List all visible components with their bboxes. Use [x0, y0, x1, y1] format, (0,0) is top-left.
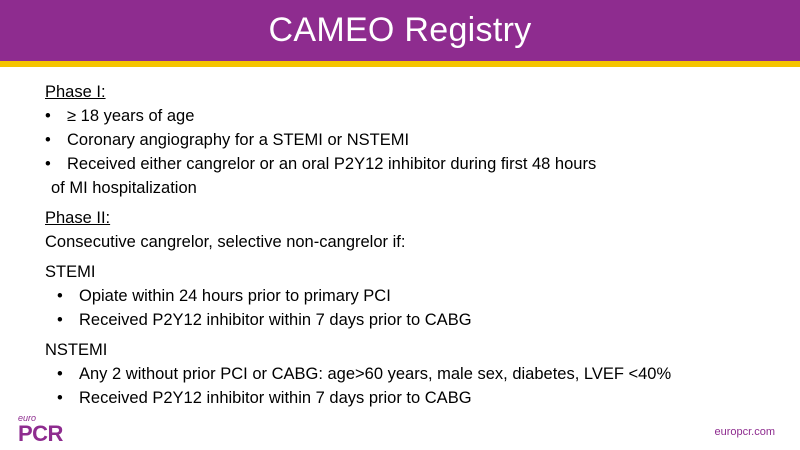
- phase1-heading: Phase I:: [45, 83, 106, 101]
- logo-pcr-text: PCR: [18, 421, 63, 446]
- stemi-criteria-list: Opiate within 24 hours prior to primary …: [45, 284, 765, 332]
- logo-euro-text: euro: [18, 413, 37, 423]
- nstemi-label: NSTEMI: [45, 341, 108, 359]
- list-item: Opiate within 24 hours prior to primary …: [57, 284, 765, 308]
- title-bar: CAMEO Registry: [0, 0, 800, 61]
- slide-body: Phase I: ≥ 18 years of age Coronary angi…: [45, 80, 765, 410]
- stemi-label: STEMI: [45, 263, 96, 281]
- list-item: Coronary angiography for a STEMI or NSTE…: [45, 128, 765, 152]
- phase1-item-continuation: of MI hospitalization: [51, 179, 197, 197]
- title-accent-stripe: [0, 61, 800, 67]
- list-item: Any 2 without prior PCI or CABG: age>60 …: [57, 362, 765, 386]
- list-item: Received P2Y12 inhibitor within 7 days p…: [57, 308, 765, 332]
- phase2-heading: Phase II:: [45, 209, 111, 227]
- phase1-criteria-list: ≥ 18 years of age Coronary angiography f…: [45, 104, 765, 176]
- europcr-logo: euro PCR: [18, 414, 63, 445]
- list-item: Received either cangrelor or an oral P2Y…: [45, 152, 765, 176]
- list-item: ≥ 18 years of age: [45, 104, 765, 128]
- slide-title: CAMEO Registry: [268, 11, 532, 49]
- website-url: europcr.com: [714, 426, 775, 438]
- list-item: Received P2Y12 inhibitor within 7 days p…: [57, 386, 765, 410]
- nstemi-criteria-list: Any 2 without prior PCI or CABG: age>60 …: [45, 362, 765, 410]
- phase2-intro: Consecutive cangrelor, selective non-can…: [45, 233, 406, 251]
